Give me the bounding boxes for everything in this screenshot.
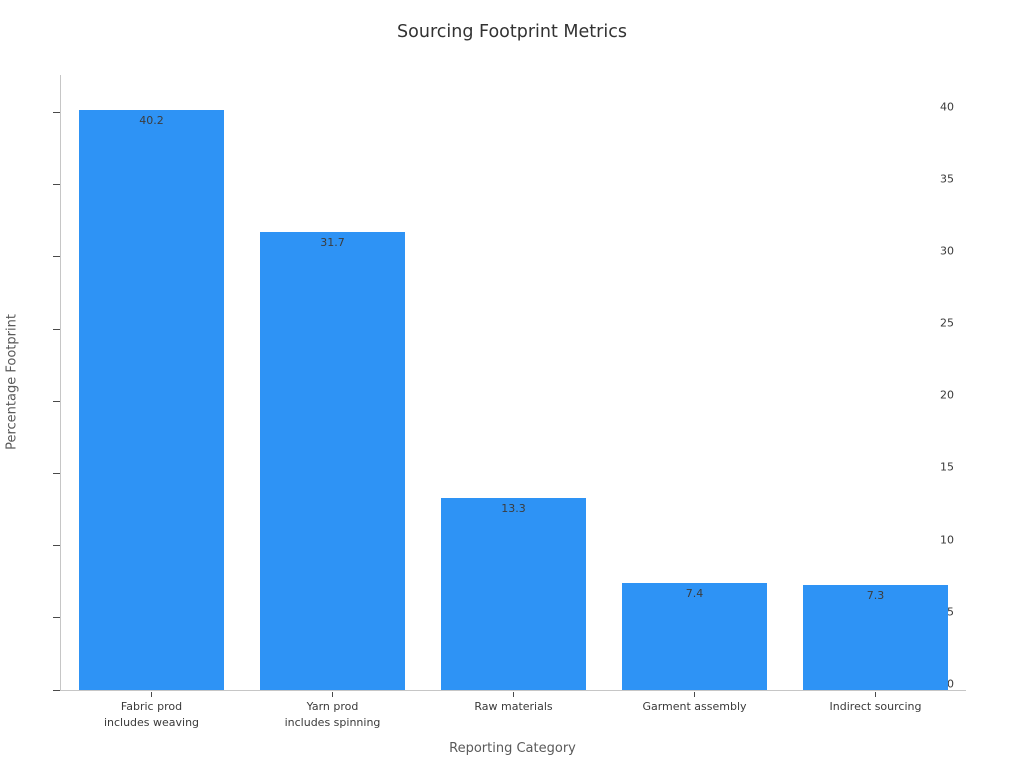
y-tick-mark [53,112,60,114]
bar: 40.2 [79,109,224,690]
y-tick-label: 25 [940,316,954,330]
bar-value-label: 40.2 [139,113,164,127]
bar-value-label: 7.4 [685,587,704,601]
y-tick-mark [53,400,60,402]
x-tick-label: Raw materials [474,700,553,713]
x-tick-label: Fabric prod includes weaving [103,700,200,729]
bar: 7.4 [622,583,767,690]
y-tick-label: 0 [947,677,954,691]
y-tick-label: 10 [940,533,954,547]
y-tick-label: 40 [940,100,954,114]
bar: 31.7 [260,232,405,690]
x-axis-title: Reporting Category [449,741,576,756]
chart-title: Sourcing Footprint Metrics [397,22,627,42]
x-tick-mark [875,692,876,697]
y-tick-mark [53,256,60,258]
x-tick-label: Indirect sourcing [829,700,922,713]
bar-value-label: 13.3 [501,502,526,515]
x-tick-mark [151,692,152,697]
y-tick-label: 15 [940,460,954,474]
y-tick-mark [53,328,60,330]
x-tick-label: Garment assembly [642,700,747,713]
x-tick-mark [694,692,695,697]
bar: 13.3 [441,498,586,690]
bar: 7.3 [803,584,948,690]
y-tick-mark [53,184,60,186]
x-tick-mark [332,692,333,697]
plot-area: 0 5 10 15 20 25 30 35 40 40.2 Fabric prod includes… [53,75,966,729]
x-tick-label: Yarn prod includes spinning [284,700,381,729]
y-tick-label: 5 [947,605,954,619]
bar-value-label: 7.3 [866,588,885,602]
y-axis-title: Percentage Footprint [4,314,20,450]
y-tick-label: 20 [940,388,954,402]
y-tick-mark [53,689,60,691]
y-tick-mark [53,545,60,547]
y-tick-label: 30 [940,244,954,258]
y-tick-mark [53,472,60,474]
x-tick-mark [513,692,514,697]
y-tick-label: 35 [940,172,954,186]
bar-value-label: 31.7 [320,236,345,250]
y-tick-mark [53,617,60,619]
